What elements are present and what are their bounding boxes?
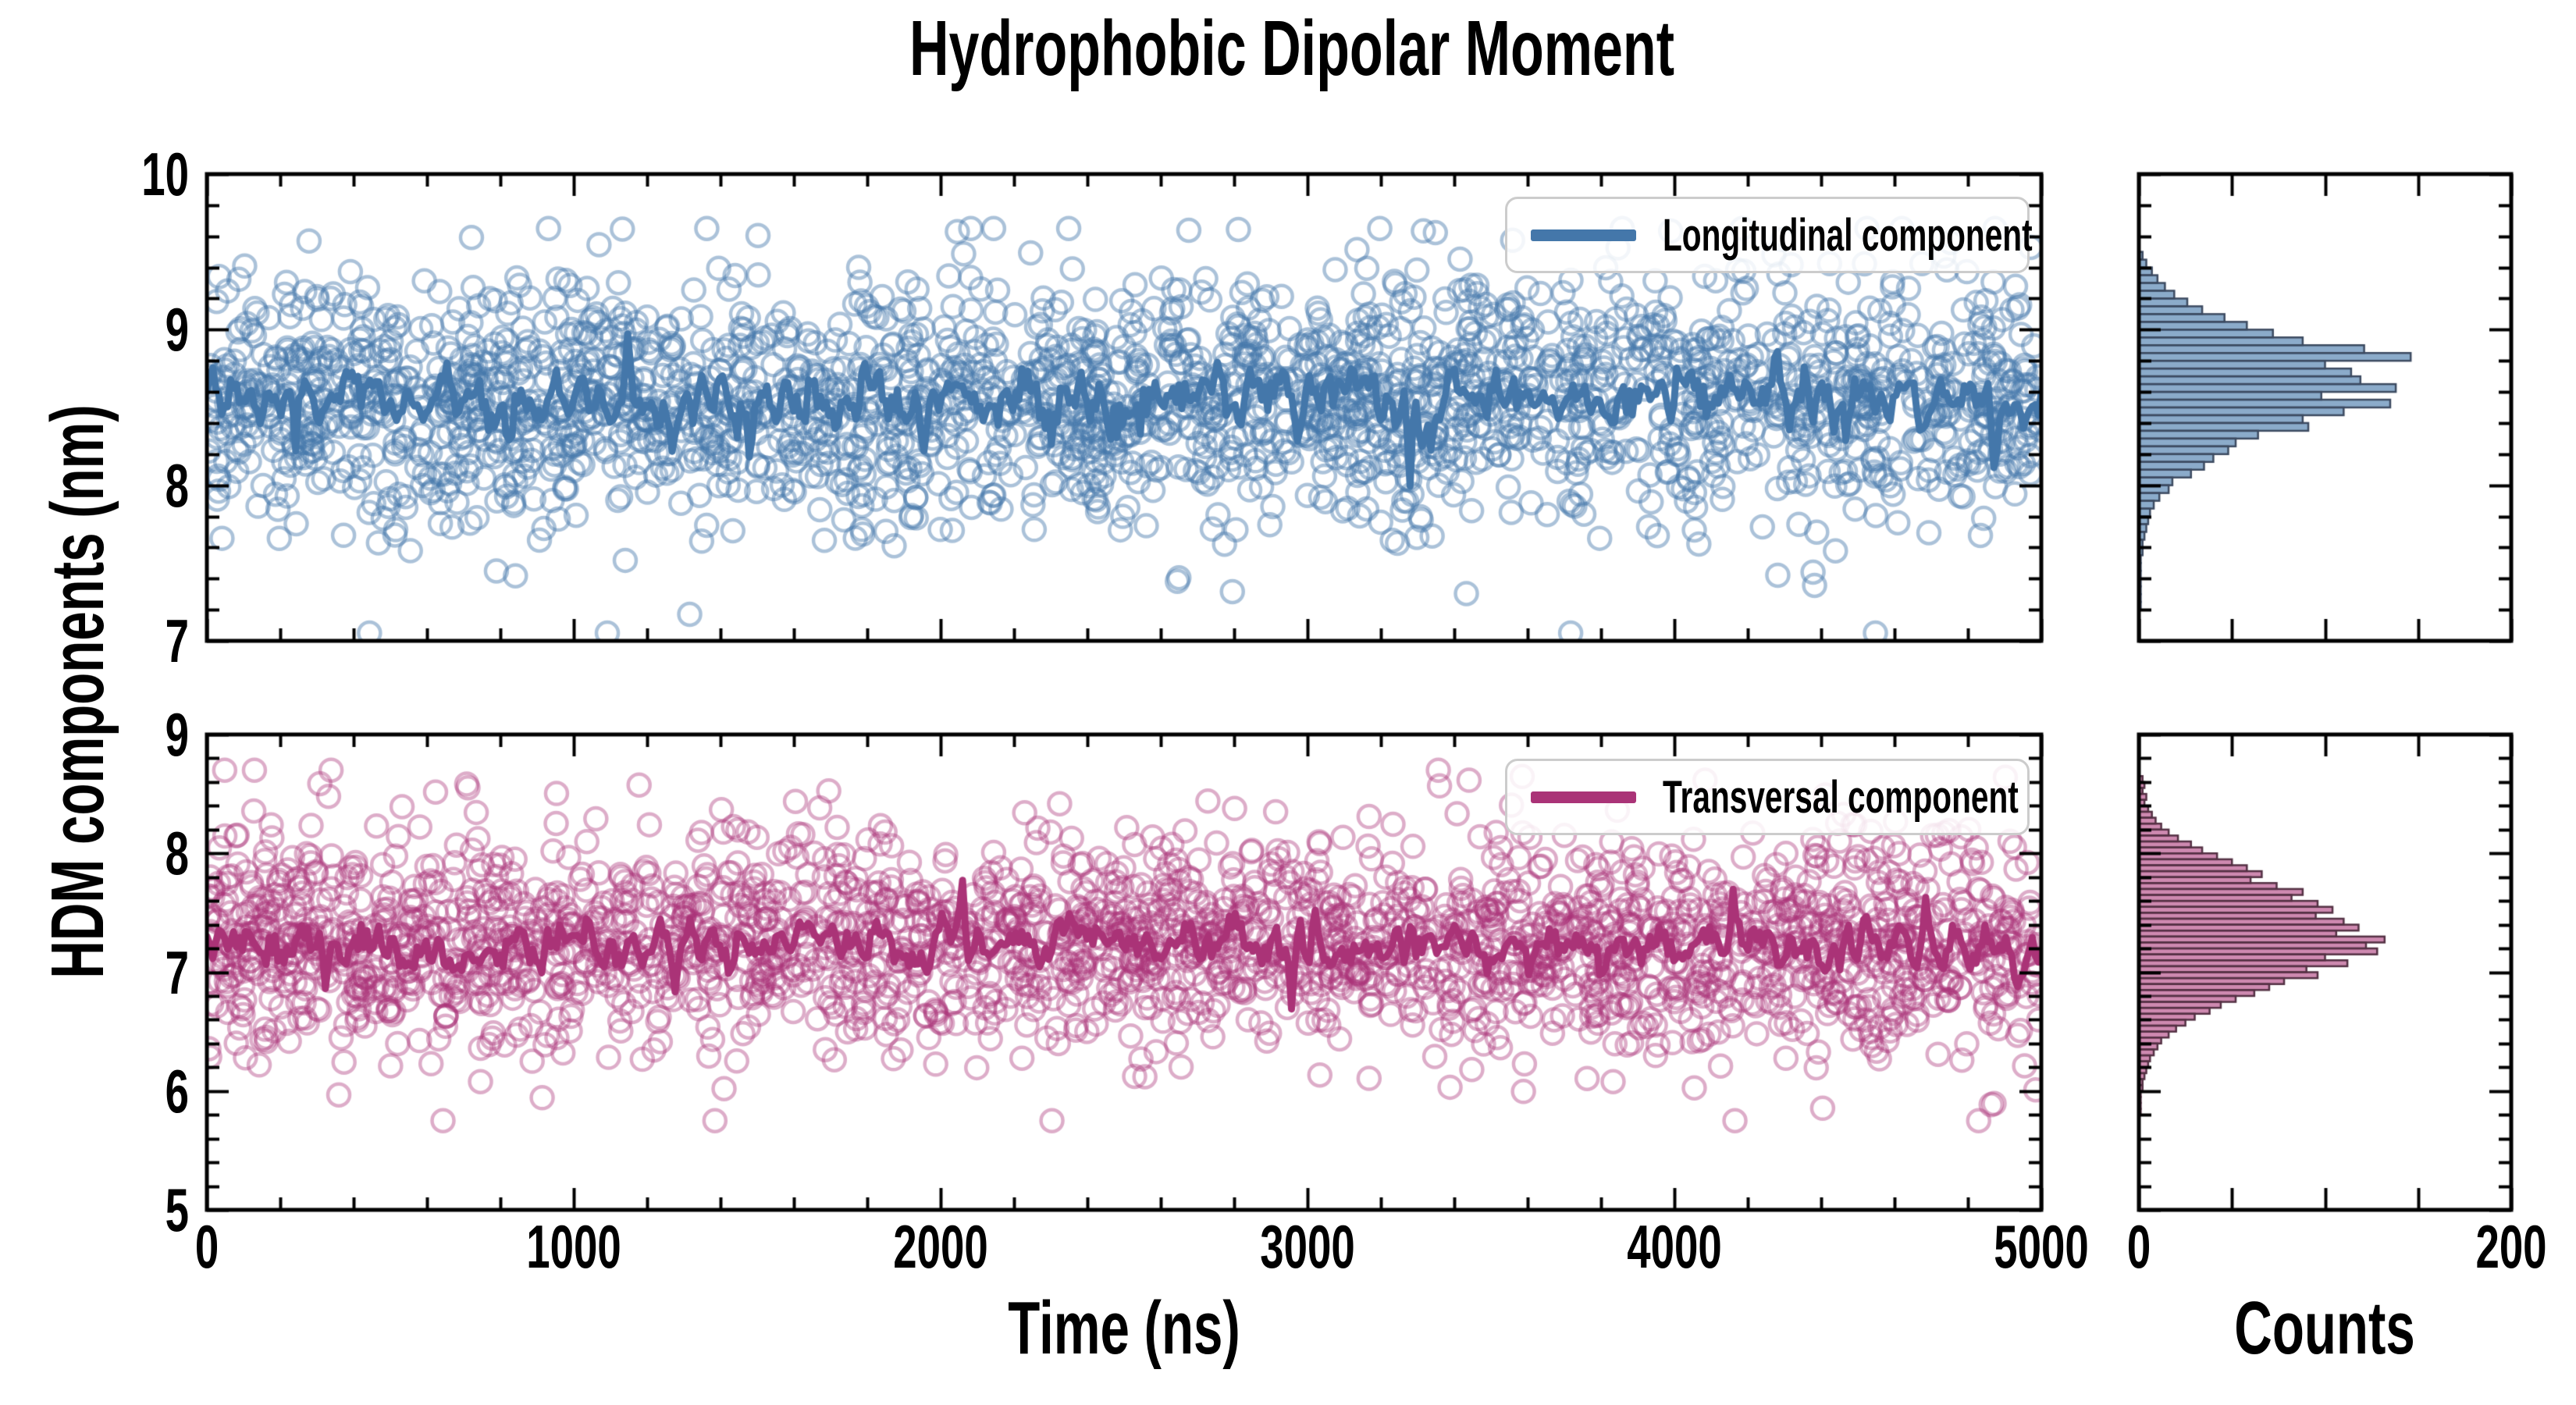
- y-axis-label: HDM components (nm): [36, 404, 119, 979]
- x-tick-time-5000: 5000: [1994, 1212, 2089, 1281]
- y-tick-transversal-7: 7: [165, 937, 189, 1007]
- y-tick-transversal-9: 9: [165, 700, 189, 769]
- x-axis-label-time: Time (ns): [1008, 1286, 1240, 1370]
- legend-swatch-longitudinal: [1531, 229, 1636, 241]
- x-tick-time-4000: 4000: [1627, 1212, 1722, 1281]
- x-tick-time-3000: 3000: [1260, 1212, 1355, 1281]
- x-axis-label-counts: Counts: [2234, 1286, 2415, 1370]
- x-tick-counts-200: 200: [2475, 1212, 2547, 1281]
- legend-longitudinal: Longitudinal component: [1505, 197, 2033, 273]
- legend-transversal: Transversal component: [1505, 759, 2030, 835]
- x-tick-time-2000: 2000: [893, 1212, 988, 1281]
- y-tick-longitudinal-8: 8: [165, 450, 189, 520]
- chart-title: Hydrophobic Dipolar Moment: [909, 5, 1674, 92]
- x-tick-time-0: 0: [194, 1212, 219, 1281]
- y-tick-transversal-8: 8: [165, 819, 189, 888]
- y-tick-longitudinal-10: 10: [141, 140, 189, 208]
- legend-swatch-transversal: [1531, 791, 1636, 803]
- legend-label-transversal: Transversal component: [1663, 771, 2019, 823]
- x-tick-counts-0: 0: [2126, 1212, 2151, 1281]
- y-tick-longitudinal-9: 9: [165, 295, 189, 365]
- legend-label-longitudinal: Longitudinal component: [1663, 209, 2033, 261]
- x-tick-time-1000: 1000: [526, 1212, 621, 1281]
- y-tick-longitudinal-7: 7: [165, 606, 189, 675]
- y-tick-transversal-5: 5: [165, 1176, 189, 1244]
- y-tick-transversal-6: 6: [165, 1056, 189, 1126]
